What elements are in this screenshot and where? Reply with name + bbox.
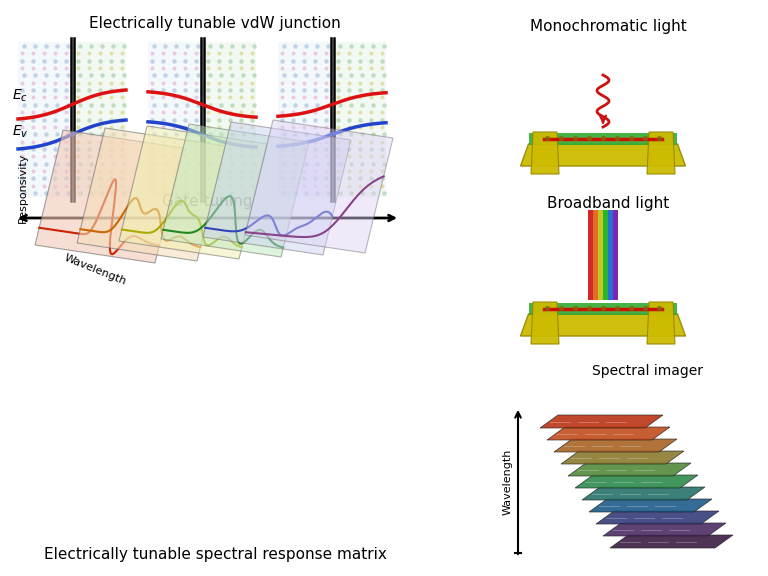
Polygon shape [540,415,663,428]
Text: Broadband light: Broadband light [547,196,669,211]
Bar [18,42,72,197]
Polygon shape [596,511,719,524]
Polygon shape [554,439,677,452]
Text: Wavelength: Wavelength [503,449,513,515]
Bar [332,42,386,197]
Bar [588,210,594,300]
Bar [608,210,614,300]
Polygon shape [35,130,183,263]
Polygon shape [575,475,698,488]
Polygon shape [531,302,559,344]
Polygon shape [603,523,726,536]
Polygon shape [521,314,686,336]
Bar [529,303,677,315]
Bar [598,210,604,300]
Polygon shape [531,132,559,174]
Polygon shape [610,535,733,548]
Text: Gate tuning: Gate tuning [162,194,252,209]
Polygon shape [582,487,705,500]
Bar [603,210,608,300]
Bar [613,210,618,300]
Bar [593,210,598,300]
Text: $E_v$: $E_v$ [12,124,28,140]
Polygon shape [568,463,691,476]
Bar [202,42,256,197]
Polygon shape [203,122,351,255]
Text: Electrically tunable spectral response matrix: Electrically tunable spectral response m… [44,547,386,562]
Text: Electrically tunable vdW junction: Electrically tunable vdW junction [89,16,341,31]
Polygon shape [547,427,670,440]
Bar [278,42,332,197]
Polygon shape [521,144,686,166]
Polygon shape [647,302,675,344]
Bar [72,42,126,197]
Text: Monochromatic light: Monochromatic light [530,19,687,34]
Polygon shape [119,126,267,259]
Text: Responsivity: Responsivity [18,152,28,223]
Text: Spectral imager: Spectral imager [592,364,703,378]
Polygon shape [561,451,684,464]
Polygon shape [161,124,309,257]
Text: $E_c$: $E_c$ [12,88,28,104]
Polygon shape [77,128,225,261]
Bar [529,133,677,145]
Polygon shape [245,120,393,253]
Polygon shape [589,499,712,512]
Text: Wavelength: Wavelength [63,253,128,287]
Bar [148,42,202,197]
Polygon shape [647,132,675,174]
